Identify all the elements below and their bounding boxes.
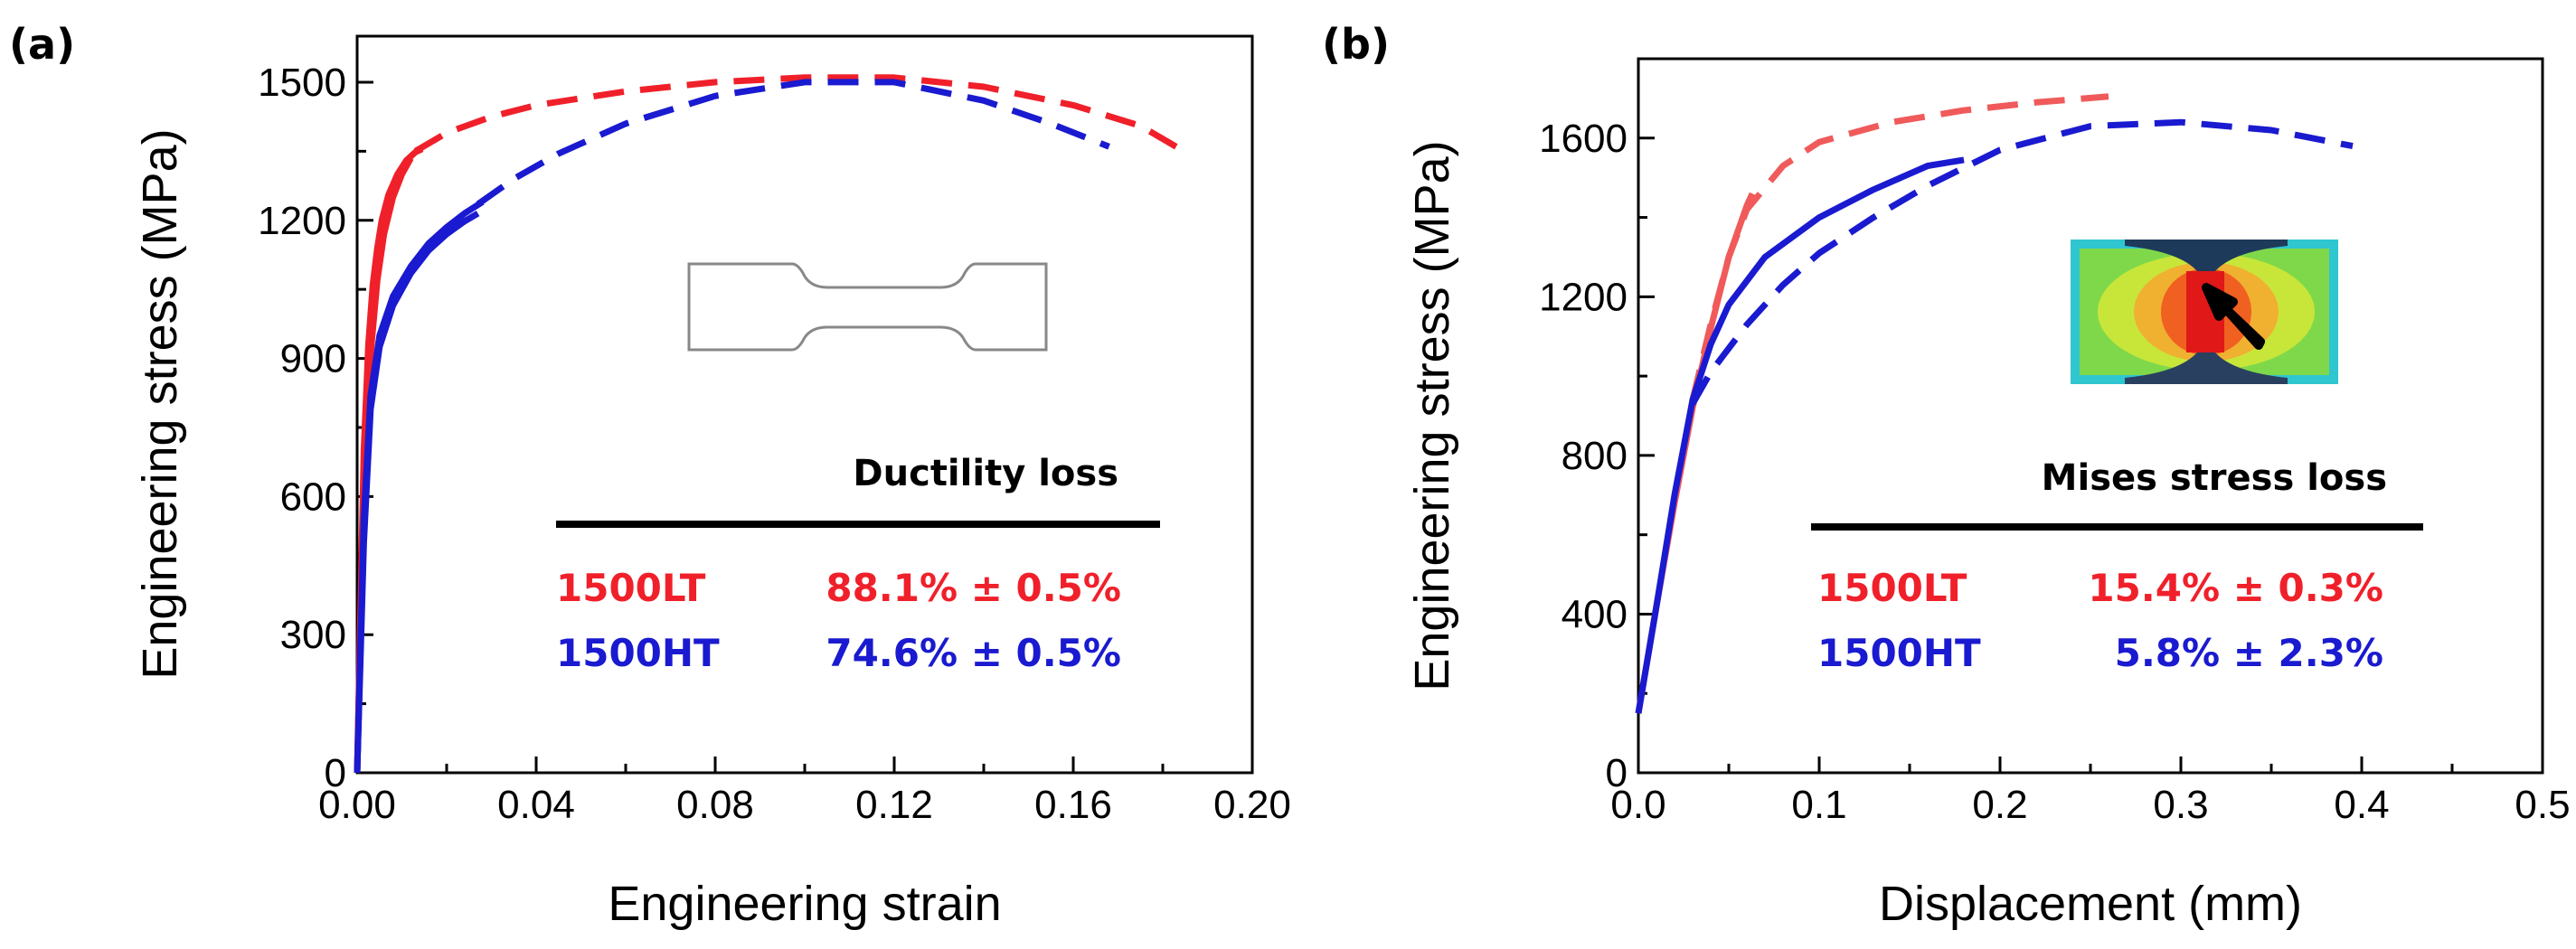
- panel-a-legend-name-lt: 1500LT: [556, 566, 706, 610]
- panel-a-xtick-label: 0.12: [855, 783, 933, 827]
- panel-a-ytick-label: 0: [325, 751, 346, 795]
- panel-a-legend-name-ht: 1500HT: [556, 631, 720, 675]
- panel-a-ticks: 0.00 0.04 0.08 0.12 0.16 0.20 0 300 600 900 1200 15…: [258, 61, 1291, 827]
- panel-b-legend-value-lt: 15.4% ± 0.3%: [2088, 566, 2383, 610]
- panel-b-label: (b): [1322, 20, 1390, 69]
- panel-a-ylabel: Engineering stress (MPa): [133, 128, 187, 679]
- panel-b-ytick-label: 800: [1562, 434, 1628, 478]
- panel-b-xlabel: Displacement (mm): [1879, 877, 2302, 931]
- panel-a-xtick-label: 0.08: [676, 783, 754, 827]
- panel-a-ytick-label: 900: [280, 337, 346, 381]
- panel-b-xtick-label: 0.4: [2334, 783, 2389, 827]
- panel-b-xtick-label: 0.0: [1610, 783, 1665, 827]
- panel-a-xlabel: Engineering strain: [608, 877, 1001, 931]
- panel-b-legend-name-ht: 1500HT: [1817, 631, 1981, 675]
- panel-a-legend-value-ht: 74.6% ± 0.5%: [826, 631, 1121, 675]
- panel-a-series-4: [413, 74, 1178, 155]
- panel-a: (a) 0.00 0.04 0.08 0.12 0.16 0.20 0 300 600 900 12…: [9, 20, 1291, 931]
- panel-b-axes-frame: [1637, 57, 2544, 775]
- panel-a-ytick-label: 300: [280, 613, 346, 657]
- panel-b-xtick-label: 0.3: [2153, 783, 2208, 827]
- panel-b-ytick-label: 1600: [1539, 117, 1628, 161]
- panel-b-legend-title: Mises stress loss: [2042, 457, 2387, 499]
- panel-b-series-0: [1635, 192, 1756, 714]
- panel-b-xtick-label: 0.2: [1972, 783, 2027, 827]
- panel-b-ylabel: Engineering stress (MPa): [1405, 140, 1459, 691]
- panel-b-series-2: [1635, 156, 1965, 714]
- panel-b-ytick-label: 1200: [1539, 275, 1628, 319]
- panel-a-xtick-label: 0.00: [318, 783, 396, 827]
- panel-b-series-1: [1689, 93, 2109, 401]
- panel-b-ytick-label: 0: [1606, 751, 1628, 795]
- arrow-icon: [2202, 283, 2265, 350]
- panel-b-legend-value-ht: 5.8% ± 2.3%: [2115, 631, 2383, 675]
- panel-a-xtick-label: 0.20: [1213, 783, 1291, 827]
- panel-a-ytick-label: 1500: [258, 61, 346, 105]
- panel-b-series-3: [1689, 118, 2354, 406]
- panel-b-legend-name-lt: 1500LT: [1817, 566, 1967, 610]
- panel-a-ytick-label: 1200: [258, 199, 346, 243]
- panel-a-xtick-label: 0.16: [1034, 783, 1112, 827]
- panel-b-xtick-label: 0.5: [2515, 783, 2570, 827]
- panel-a-label: (a): [9, 20, 75, 69]
- panel-a-series: [354, 74, 1178, 774]
- panel-b-ytick-label: 400: [1562, 592, 1628, 636]
- fe-contour-inset: [2071, 240, 2338, 384]
- panel-b: (b) 0.0 0.1 0.2 0.3 0.4 0.5 0 400 800 1200 1600 Di…: [1322, 20, 2571, 931]
- specimen-inset: [687, 262, 1048, 352]
- panel-a-ytick-label: 600: [280, 474, 346, 519]
- panel-b-ticks: 0.0 0.1 0.2 0.3 0.4 0.5 0 400 800 1200 1600: [1539, 117, 2570, 827]
- panel-b-series: [1635, 93, 2354, 714]
- panel-a-series-3: [354, 211, 480, 774]
- panel-b-xtick-label: 0.1: [1791, 783, 1846, 827]
- panel-a-legend-title: Ductility loss: [853, 453, 1118, 494]
- panel-a-legend-value-lt: 88.1% ± 0.5%: [826, 566, 1121, 610]
- panel-a-xtick-label: 0.04: [497, 783, 575, 827]
- panel-a-series-5: [476, 79, 1110, 207]
